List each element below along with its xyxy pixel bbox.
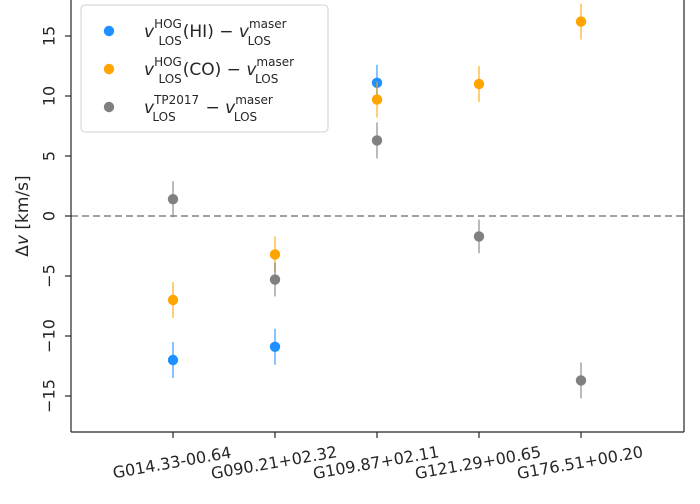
y-tick-label-1: −10 (40, 319, 59, 353)
data-point-s1-p0 (167, 294, 179, 306)
legend-label-2: vTP2017 LOS − vmaser LOS (144, 93, 273, 124)
data-point-s2-p2 (371, 135, 383, 146)
plot-area (71, 3, 684, 399)
legend-marker-2 (103, 101, 115, 113)
data-point-s1-p2 (371, 94, 383, 105)
legend: vHOG LOS(HI) − vmaser LOS vHOG LOS(CO) − vma… (80, 4, 329, 133)
data-point-s1-p4 (575, 16, 587, 27)
y-axis-label: Δv [km/s] (13, 175, 33, 256)
legend-label-1: vHOG LOS(CO) − vmaser LOS (144, 55, 294, 86)
data-point-s0-p0 (167, 354, 179, 366)
data-point-s1-p1 (269, 249, 281, 260)
data-point-s2-p1 (269, 274, 281, 285)
legend-marker-0 (103, 25, 115, 37)
legend-label-0: vHOG LOS(HI) − vmaser LOS (144, 17, 287, 48)
legend-frame (80, 4, 329, 133)
y-tick-label-3: 0 (40, 211, 59, 221)
data-point-s0-p1 (269, 341, 281, 352)
legend-marker-1 (103, 63, 115, 75)
y-tick-label-2: −5 (40, 264, 59, 288)
y-tick-label-0: −15 (40, 379, 59, 413)
data-point-s2-p3 (473, 231, 485, 242)
y-tick-label-5: 10 (40, 86, 59, 106)
data-point-s2-p4 (575, 375, 587, 386)
y-tick-label-4: 5 (40, 151, 59, 161)
y-tick-label-6: 15 (40, 26, 59, 46)
data-point-s2-p0 (167, 194, 179, 205)
data-point-s1-p3 (473, 78, 485, 90)
